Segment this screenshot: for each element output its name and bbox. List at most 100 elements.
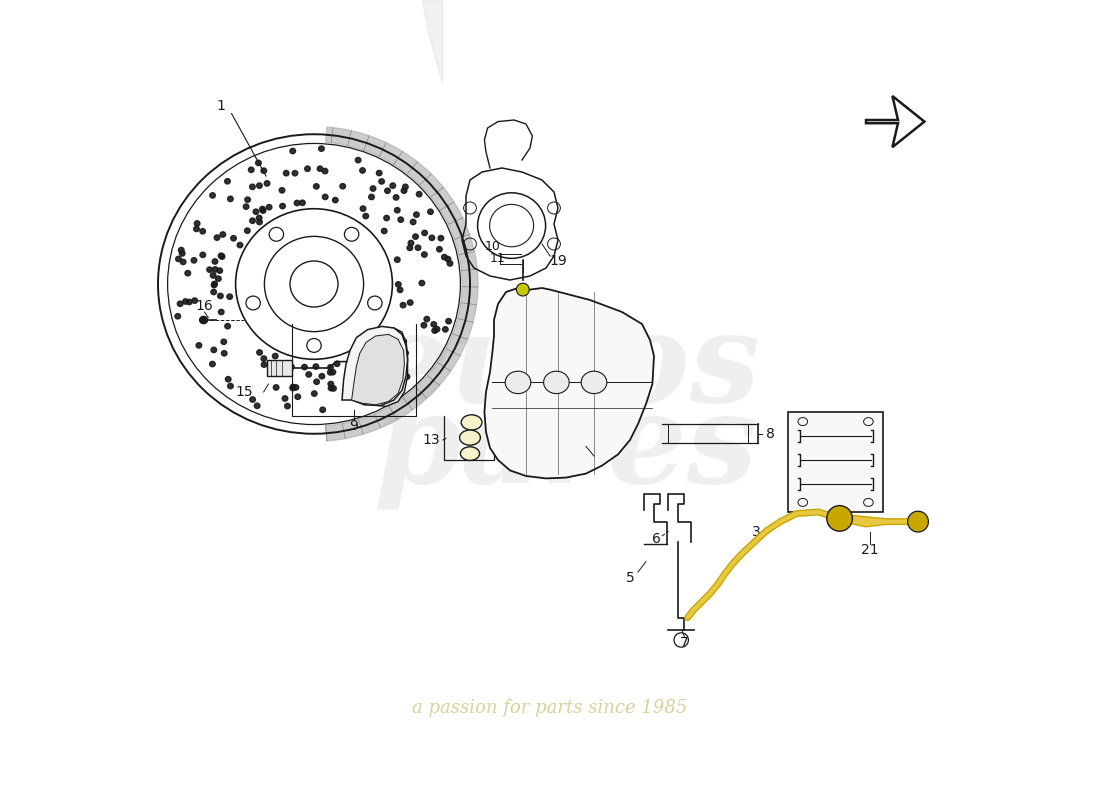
- Ellipse shape: [314, 364, 319, 370]
- Ellipse shape: [196, 342, 201, 348]
- Ellipse shape: [219, 253, 224, 258]
- Ellipse shape: [367, 375, 373, 381]
- Ellipse shape: [394, 363, 399, 369]
- Ellipse shape: [396, 334, 402, 338]
- Ellipse shape: [438, 235, 443, 241]
- FancyBboxPatch shape: [789, 412, 883, 512]
- Polygon shape: [484, 288, 654, 478]
- Ellipse shape: [273, 354, 278, 358]
- Ellipse shape: [352, 393, 358, 398]
- Ellipse shape: [407, 300, 412, 306]
- Ellipse shape: [214, 235, 220, 240]
- Text: 2: 2: [585, 442, 594, 457]
- Ellipse shape: [403, 350, 408, 356]
- Ellipse shape: [363, 214, 368, 218]
- Ellipse shape: [180, 259, 186, 265]
- Ellipse shape: [243, 204, 249, 210]
- Polygon shape: [866, 96, 924, 147]
- Ellipse shape: [210, 362, 216, 366]
- Text: 7: 7: [680, 636, 689, 650]
- Ellipse shape: [424, 317, 430, 322]
- Ellipse shape: [305, 166, 310, 171]
- Ellipse shape: [224, 323, 230, 329]
- Ellipse shape: [256, 215, 262, 221]
- Ellipse shape: [244, 228, 250, 234]
- Ellipse shape: [355, 158, 361, 163]
- Ellipse shape: [432, 328, 438, 334]
- Ellipse shape: [219, 254, 224, 259]
- Ellipse shape: [328, 382, 333, 386]
- Ellipse shape: [249, 167, 254, 173]
- Text: 12: 12: [827, 514, 845, 529]
- Text: 16: 16: [196, 298, 213, 313]
- Ellipse shape: [378, 178, 384, 184]
- Ellipse shape: [211, 290, 217, 294]
- Ellipse shape: [373, 340, 378, 345]
- Ellipse shape: [179, 250, 185, 256]
- Ellipse shape: [505, 371, 531, 394]
- Ellipse shape: [224, 178, 230, 184]
- Circle shape: [827, 506, 853, 531]
- Ellipse shape: [543, 371, 569, 394]
- Ellipse shape: [191, 298, 198, 303]
- Text: 3: 3: [752, 525, 761, 539]
- Ellipse shape: [397, 287, 403, 293]
- Ellipse shape: [253, 209, 258, 214]
- Ellipse shape: [412, 234, 418, 239]
- Ellipse shape: [285, 403, 290, 409]
- Ellipse shape: [322, 194, 328, 200]
- Ellipse shape: [352, 352, 358, 358]
- Ellipse shape: [262, 362, 267, 367]
- Ellipse shape: [322, 168, 328, 174]
- Ellipse shape: [185, 270, 190, 276]
- Ellipse shape: [344, 386, 350, 392]
- Ellipse shape: [256, 183, 262, 188]
- Ellipse shape: [395, 207, 400, 213]
- Ellipse shape: [385, 188, 390, 194]
- Ellipse shape: [396, 282, 402, 287]
- Ellipse shape: [228, 196, 233, 202]
- Ellipse shape: [371, 186, 376, 191]
- Ellipse shape: [290, 386, 296, 390]
- Ellipse shape: [231, 235, 236, 241]
- Ellipse shape: [384, 215, 389, 221]
- Ellipse shape: [250, 184, 255, 190]
- Text: 11: 11: [491, 252, 506, 265]
- Circle shape: [516, 283, 529, 296]
- Ellipse shape: [395, 257, 400, 262]
- FancyBboxPatch shape: [267, 360, 293, 376]
- Ellipse shape: [227, 294, 232, 299]
- Ellipse shape: [328, 386, 334, 391]
- Ellipse shape: [397, 373, 403, 378]
- Ellipse shape: [211, 347, 217, 353]
- Ellipse shape: [320, 407, 326, 413]
- Text: 19: 19: [549, 254, 566, 268]
- Ellipse shape: [441, 254, 448, 260]
- Ellipse shape: [328, 365, 333, 370]
- Ellipse shape: [210, 193, 216, 198]
- Ellipse shape: [284, 170, 289, 176]
- Ellipse shape: [431, 322, 437, 327]
- Ellipse shape: [362, 390, 367, 395]
- Polygon shape: [356, 328, 408, 406]
- Ellipse shape: [293, 170, 298, 176]
- Text: 1: 1: [216, 98, 224, 113]
- Ellipse shape: [314, 184, 319, 189]
- Ellipse shape: [403, 184, 408, 190]
- Ellipse shape: [200, 229, 206, 234]
- Polygon shape: [352, 334, 405, 405]
- Ellipse shape: [331, 386, 337, 391]
- Ellipse shape: [195, 221, 200, 226]
- Ellipse shape: [437, 246, 442, 252]
- Ellipse shape: [220, 232, 225, 237]
- Ellipse shape: [283, 396, 288, 401]
- Ellipse shape: [261, 208, 266, 214]
- Ellipse shape: [376, 170, 382, 176]
- Ellipse shape: [365, 370, 371, 375]
- Text: 9: 9: [350, 418, 359, 433]
- Ellipse shape: [393, 338, 398, 344]
- Ellipse shape: [381, 393, 386, 398]
- Ellipse shape: [328, 370, 333, 375]
- Ellipse shape: [404, 374, 409, 379]
- Text: euros: euros: [371, 307, 761, 429]
